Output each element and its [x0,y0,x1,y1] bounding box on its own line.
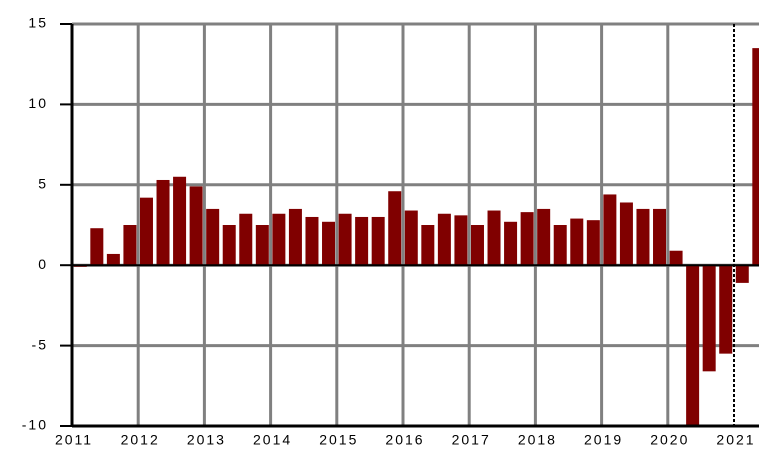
bar [139,197,153,266]
x-tick-label: 2015 [319,432,358,448]
bar [90,228,104,266]
bar [288,208,302,266]
bar [752,48,759,266]
x-tick-label: 2012 [121,432,160,448]
bar [421,225,435,266]
bar [255,225,269,266]
bar [239,213,253,266]
bar [189,186,203,266]
y-tick-label: 15 [28,15,48,31]
bar [504,221,518,266]
bar [272,213,286,266]
bar [454,215,468,266]
bar [322,221,336,266]
y-tick-label: 5 [38,176,48,192]
x-tick-label: 2016 [385,432,424,448]
bar [570,218,584,266]
bar [537,208,551,266]
bar [106,253,120,266]
bar [173,176,187,266]
bar [586,220,600,266]
bar [603,194,617,266]
x-tick-label: 2017 [452,432,491,448]
bar [735,265,749,283]
bar [305,216,319,266]
bars [73,48,759,426]
y-tick-label: -5 [32,336,48,352]
bar [669,250,683,266]
bar [156,179,170,266]
bar [653,208,667,266]
bar [702,265,716,372]
bar [686,265,700,426]
bar [123,225,137,266]
grid [72,22,759,428]
axes: -10 -5 0 5 10 15 2011 2012 2013 2014 2015 2016 2017 2… [22,15,759,448]
bar [636,208,650,266]
y-tick-label: -10 [22,417,48,433]
bar [404,210,418,266]
bar [470,225,484,266]
x-tick-label: 2020 [650,432,689,448]
bar [719,265,733,354]
bar [520,212,534,266]
y-tick-label: 0 [38,256,48,272]
x-tick-label: 2013 [187,432,226,448]
bar [388,191,402,266]
bar [619,202,633,266]
x-tick-label: 2014 [253,432,292,448]
x-tick-label: 2018 [518,432,557,448]
bar [222,225,236,266]
x-tick-label: 2019 [584,432,623,448]
x-tick-label: 2011 [55,432,93,448]
bar [553,225,567,266]
bar [437,213,451,266]
bar [355,216,369,266]
bar [338,213,352,266]
x-tick-label: 2021 [716,432,755,448]
bar [487,210,501,266]
bar [371,216,385,266]
y-tick-label: 10 [28,95,48,111]
bar [206,208,220,266]
